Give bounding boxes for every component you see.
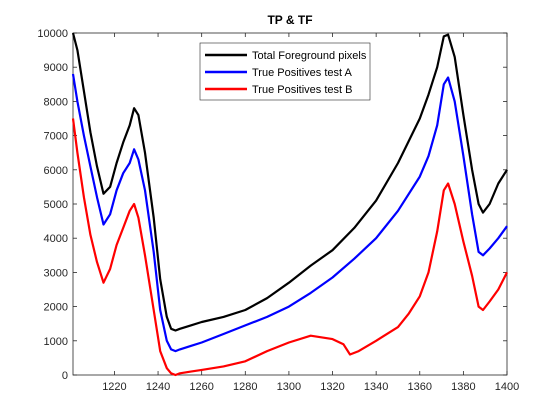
- x-tick-label: 1240: [146, 381, 170, 393]
- y-tick-label: 0: [62, 370, 68, 382]
- y-tick-label: 10000: [37, 28, 68, 40]
- series-line-1: [71, 32, 508, 332]
- x-tick-label: 1400: [495, 381, 519, 393]
- y-tick-label: 9000: [44, 62, 68, 74]
- x-tick-label: 1220: [102, 381, 126, 393]
- series-lines: [71, 32, 508, 377]
- legend: Total Foreground pixels True Positives te…: [199, 42, 371, 101]
- y-tick-label: 8000: [44, 96, 68, 108]
- x-tick-label: 1380: [451, 381, 475, 393]
- y-axis-ticks: 0 1000 2000 3000 4000 5000 6000 7000 8000 9000 100…: [37, 28, 507, 382]
- x-tick-label: 1260: [189, 381, 213, 393]
- x-tick-label: 1360: [408, 381, 432, 393]
- y-tick-label: 3000: [44, 267, 68, 279]
- x-tick-label: 1340: [364, 381, 388, 393]
- y-tick-label: 2000: [44, 302, 68, 314]
- y-tick-label: 5000: [44, 199, 68, 211]
- y-tick-label: 6000: [44, 165, 68, 177]
- chart-title: TP & TF: [267, 13, 312, 27]
- legend-label-3: True Positives test B: [252, 84, 352, 96]
- legend-label-2: True Positives test A: [252, 67, 353, 79]
- series-line-3: [71, 118, 508, 377]
- x-axis-ticks: 1220 1240 1260 1280 1300 1320 1340 1360 1380 1400: [102, 33, 519, 393]
- x-tick-label: 1280: [233, 381, 257, 393]
- series-line-2: [71, 73, 508, 353]
- x-tick-label: 1320: [320, 381, 344, 393]
- x-tick-label: 1300: [277, 381, 301, 393]
- y-tick-label: 1000: [44, 336, 68, 348]
- y-tick-label: 4000: [44, 233, 68, 245]
- legend-label-1: Total Foreground pixels: [252, 50, 367, 62]
- y-tick-label: 7000: [44, 131, 68, 143]
